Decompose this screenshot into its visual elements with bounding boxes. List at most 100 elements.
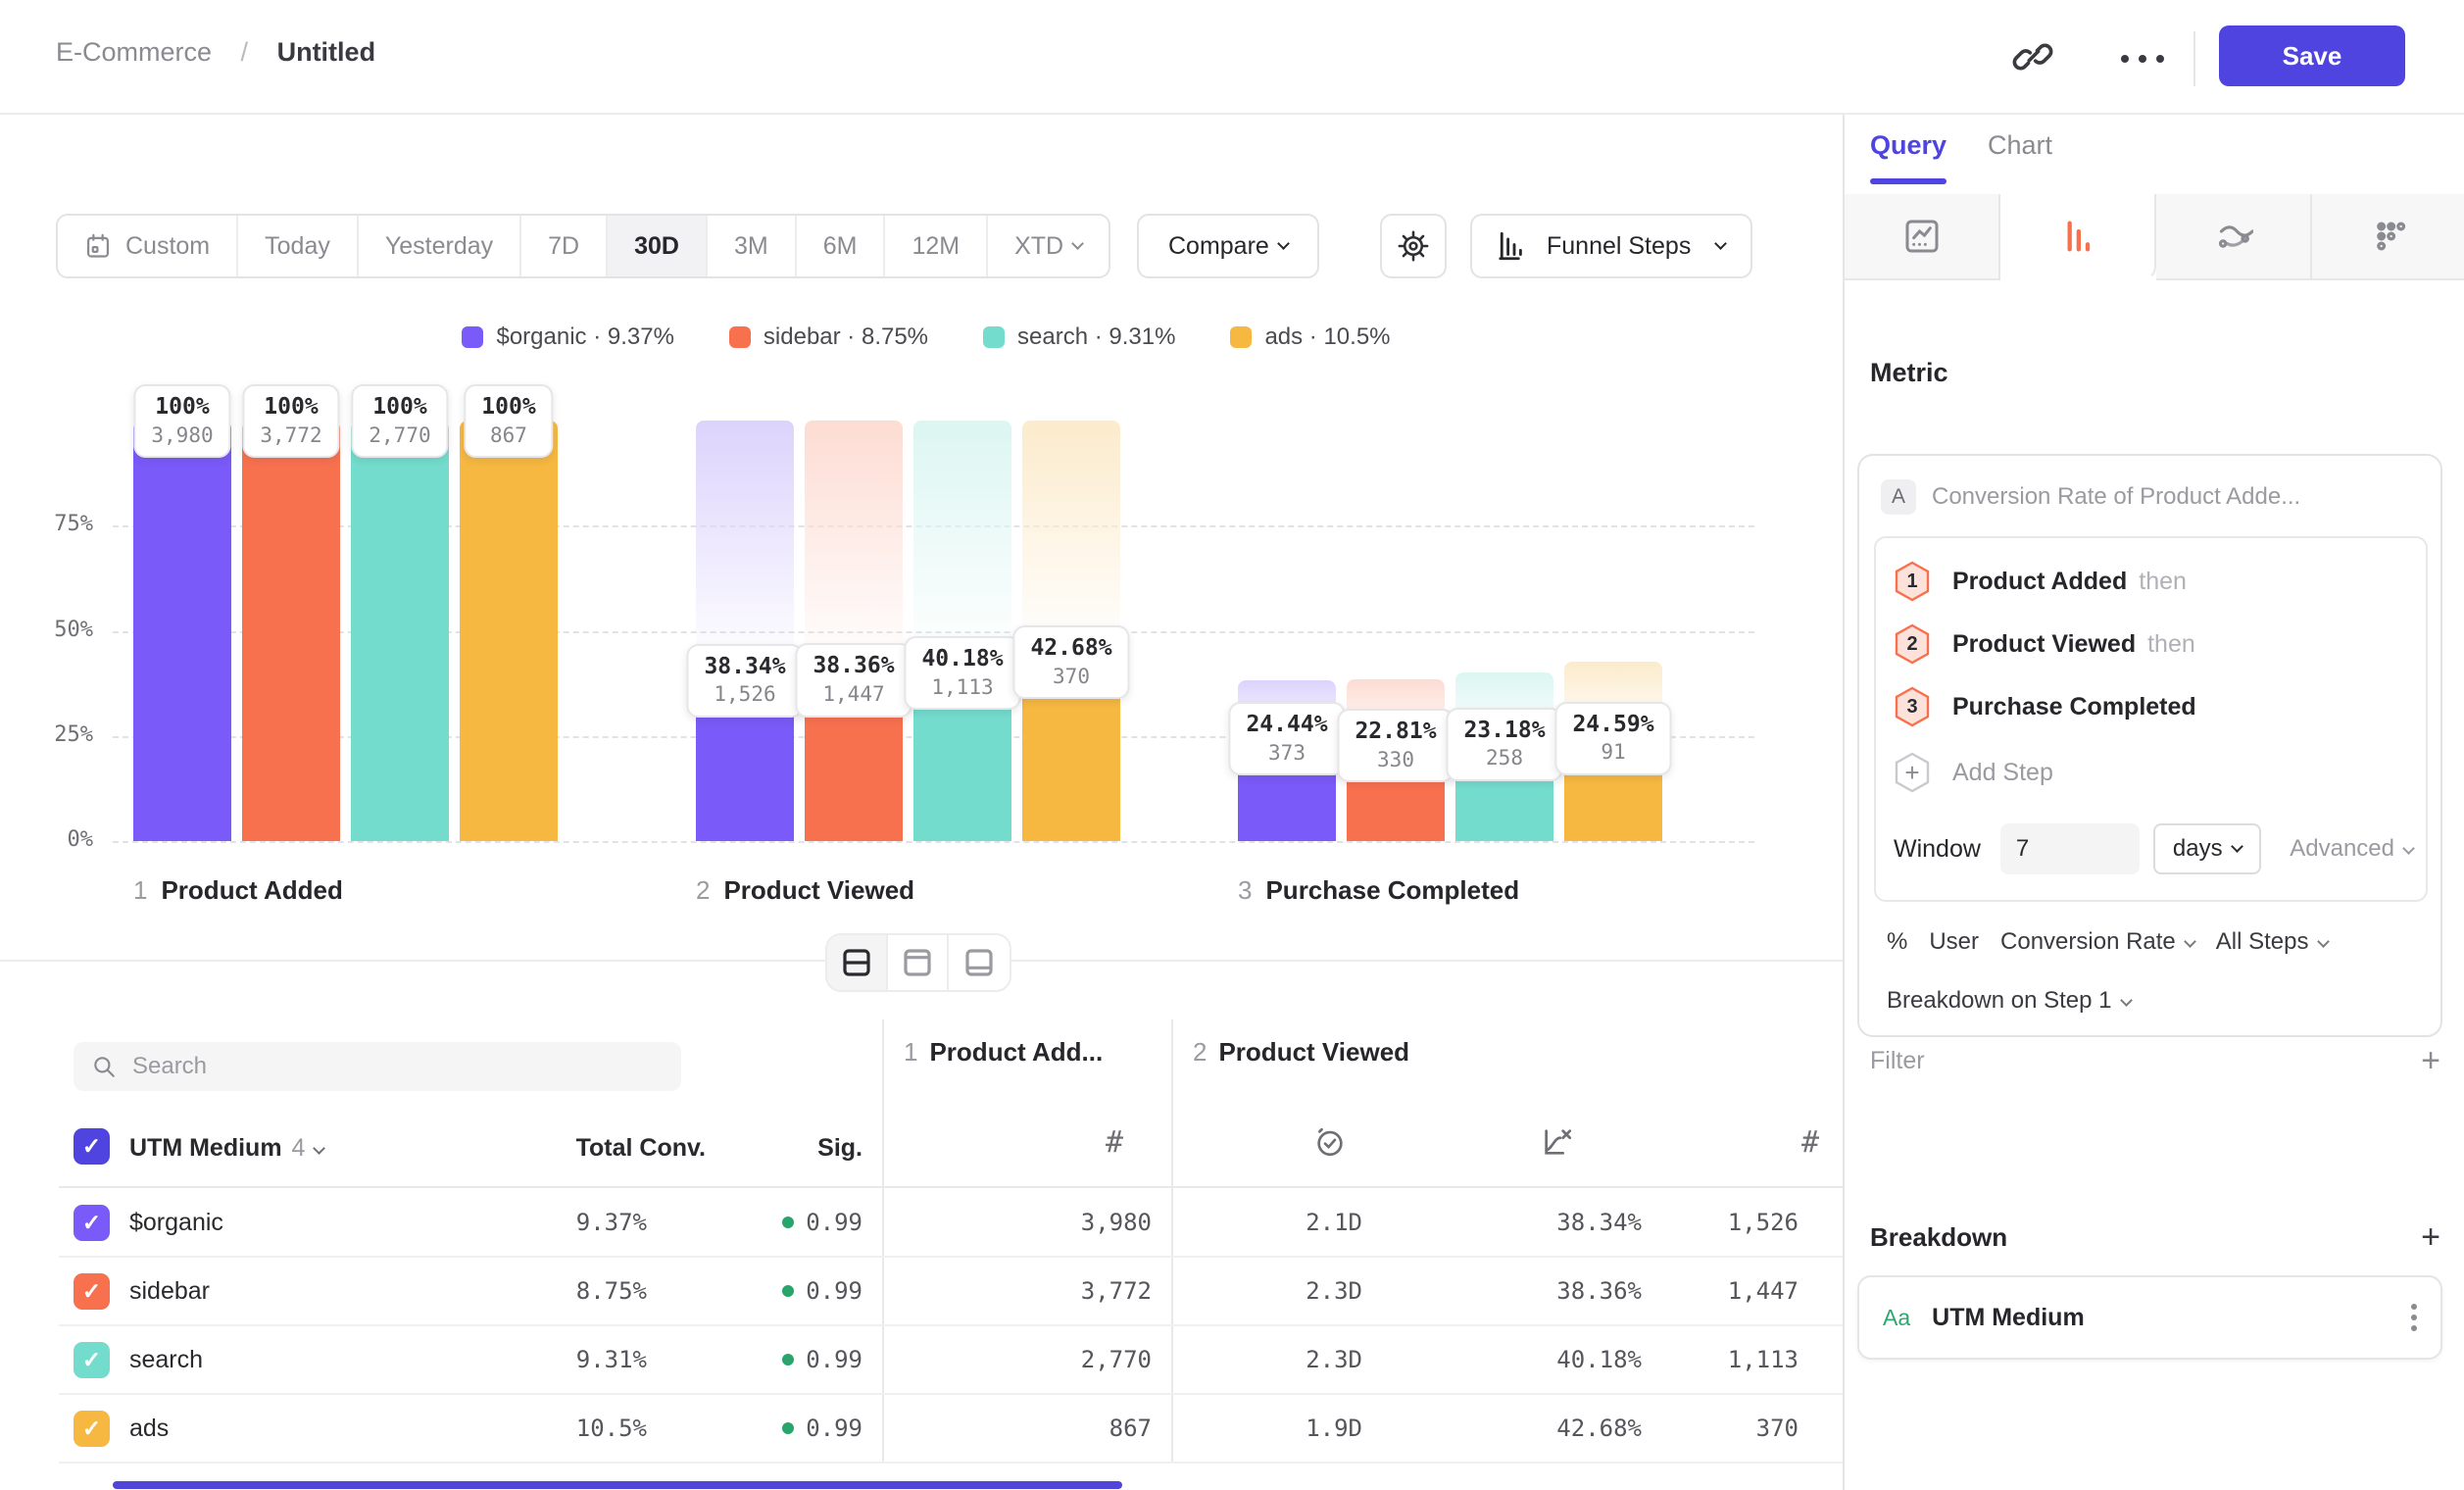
total-conv-column-header[interactable]: Total Conv. (575, 1134, 706, 1162)
bar-search-step1[interactable] (351, 421, 449, 841)
measure-percent-icon[interactable]: % (1887, 928, 1908, 955)
bar-sidebar-step1[interactable] (242, 421, 340, 841)
measure-entity[interactable]: User (1929, 928, 1980, 955)
metric-title[interactable]: Conversion Rate of Product Adde... (1932, 483, 2301, 510)
row-added-count: 3,772 (1080, 1277, 1152, 1305)
range-xtd[interactable]: XTD (988, 216, 1109, 276)
chart-type-dropdown[interactable]: Funnel Steps (1470, 214, 1753, 278)
row-time-to-convert: 2.3D (1306, 1346, 1362, 1373)
tab-flows[interactable] (2312, 194, 2464, 280)
breadcrumb-separator: / (240, 37, 249, 67)
range-today[interactable]: Today (238, 216, 359, 276)
bar-pct-label: 100% (264, 394, 319, 420)
step-event-name: Product Viewed (1952, 629, 2137, 658)
tab-retention[interactable] (2156, 194, 2312, 280)
tab-query[interactable]: Query (1870, 130, 1947, 184)
table-step1-group-header: 1 Product Add... (904, 1037, 1104, 1067)
row-converted-count: 1,447 (1727, 1277, 1799, 1305)
legend-item-search[interactable]: search · 9.31% (983, 323, 1175, 351)
chart-settings-button[interactable] (1380, 214, 1447, 278)
significance-dot (782, 1422, 795, 1434)
add-breakdown-button[interactable]: + (2421, 1218, 2440, 1256)
conversion-rate-column-icon[interactable] (1541, 1125, 1574, 1164)
row-conv-rate: 42.68% (1556, 1415, 1642, 1442)
breadcrumb-report-title[interactable]: Untitled (276, 37, 376, 67)
ghost-bar-organic (696, 421, 794, 680)
row-checkbox[interactable]: ✓ (74, 1342, 110, 1378)
measure-scope-dropdown[interactable]: All Steps (2216, 928, 2330, 956)
add-step-button[interactable]: + Add Step (1894, 744, 2053, 801)
window-value-input[interactable] (1999, 823, 2140, 874)
table-row-ads: ✓ ads 10.5% 0.99 867 1.9D 42.68% 370 (59, 1395, 1843, 1464)
bar-value-label: 38.36% 1,447 (795, 643, 912, 718)
query-step-1[interactable]: 1 Product Added then (1894, 550, 2187, 613)
layout-chart-only-button[interactable] (888, 935, 949, 990)
window-unit-dropdown[interactable]: days (2152, 823, 2261, 874)
range-30d[interactable]: 30D (608, 216, 708, 276)
significance-dot (782, 1354, 795, 1366)
bar-ads-step1[interactable] (460, 421, 558, 841)
breakdown-section: Breakdown + (1870, 1220, 2440, 1254)
row-checkbox[interactable]: ✓ (74, 1411, 110, 1447)
range-3m[interactable]: 3M (708, 216, 797, 276)
row-checkbox[interactable]: ✓ (74, 1205, 110, 1241)
bar-value-label: 100% 3,980 (133, 384, 231, 459)
compare-button[interactable]: Compare (1137, 214, 1319, 278)
time-to-convert-column-icon[interactable] (1313, 1125, 1347, 1164)
range-6m[interactable]: 6M (797, 216, 886, 276)
row-time-to-convert: 2.3D (1306, 1277, 1362, 1305)
layout-split-button[interactable] (827, 935, 888, 990)
range-7d[interactable]: 7D (521, 216, 609, 276)
search-input[interactable] (131, 1053, 664, 1080)
range-label: 6M (822, 231, 858, 260)
legend-item-organic[interactable]: $organic · 9.37% (462, 323, 674, 351)
more-options-icon[interactable] (2115, 51, 2164, 98)
advanced-dropdown[interactable]: Advanced (2290, 835, 2415, 863)
range-label: 12M (912, 231, 961, 260)
query-step-3[interactable]: 3 Purchase Completed (1894, 675, 2196, 738)
bar-value-label: 40.18% 1,113 (904, 635, 1021, 710)
row-sig: 0.99 (666, 1277, 862, 1305)
legend-item-ads[interactable]: ads · 10.5% (1230, 323, 1391, 351)
query-step-2[interactable]: 2 Product Viewed then (1894, 613, 2195, 675)
step-event-name: Product Added (1952, 567, 2128, 595)
bar-pct-label: 100% (481, 394, 536, 420)
count-column-icon[interactable]: # (1106, 1125, 1124, 1160)
legend-label: $organic · 9.37% (496, 323, 674, 350)
row-name: $organic (129, 1209, 223, 1236)
range-yesterday[interactable]: Yesterday (359, 216, 522, 276)
layout-table-only-button[interactable] (949, 935, 1010, 990)
bar-value-label: 22.81% 330 (1337, 709, 1454, 783)
bar-count-label: 3,772 (260, 422, 322, 447)
add-filter-button[interactable]: + (2421, 1042, 2440, 1079)
bar-count-label: 2,770 (369, 422, 431, 447)
range-custom[interactable]: Custom (58, 216, 239, 276)
horizontal-scrollbar-thumb[interactable] (113, 1481, 1122, 1489)
tab-chart[interactable]: Chart (1988, 130, 2053, 160)
measure-type-dropdown[interactable]: Conversion Rate (2000, 928, 2196, 956)
step-number: 3 (1906, 695, 1918, 718)
row-checkbox[interactable]: ✓ (74, 1273, 110, 1310)
legend-item-sidebar[interactable]: sidebar · 8.75% (728, 323, 928, 351)
bar-value-label: 24.44% 373 (1228, 702, 1346, 776)
count-column-icon[interactable]: # (1801, 1125, 1820, 1160)
kebab-menu-icon[interactable] (2411, 1304, 2417, 1331)
breakdown-item-card[interactable]: Aa UTM Medium (1857, 1275, 2442, 1360)
bar-pct-label: 100% (372, 394, 427, 420)
breadcrumb-project[interactable]: E-Commerce (56, 37, 213, 67)
significance-dot (782, 1217, 795, 1228)
breakdown-column-header[interactable]: UTM Medium 4 (129, 1134, 326, 1163)
range-12m[interactable]: 12M (885, 216, 989, 276)
bar-value-label: 100% 2,770 (351, 384, 449, 459)
bar-organic-step1[interactable] (133, 421, 231, 841)
ghost-bar-ads (1022, 421, 1120, 662)
copy-link-icon[interactable] (2011, 35, 2058, 82)
bar-pct-label: 42.68% (1030, 634, 1112, 661)
save-button[interactable]: Save (2219, 25, 2405, 86)
tab-funnels[interactable] (2000, 194, 2156, 280)
step-hexagon-badge: 1 (1894, 561, 1931, 602)
sig-column-header[interactable]: Sig. (817, 1134, 862, 1162)
select-all-checkbox[interactable]: ✓ (74, 1128, 110, 1165)
breakdown-on-step-dropdown[interactable]: Breakdown on Step 1 (1887, 987, 2133, 1015)
tab-insights[interactable] (1845, 194, 2000, 280)
